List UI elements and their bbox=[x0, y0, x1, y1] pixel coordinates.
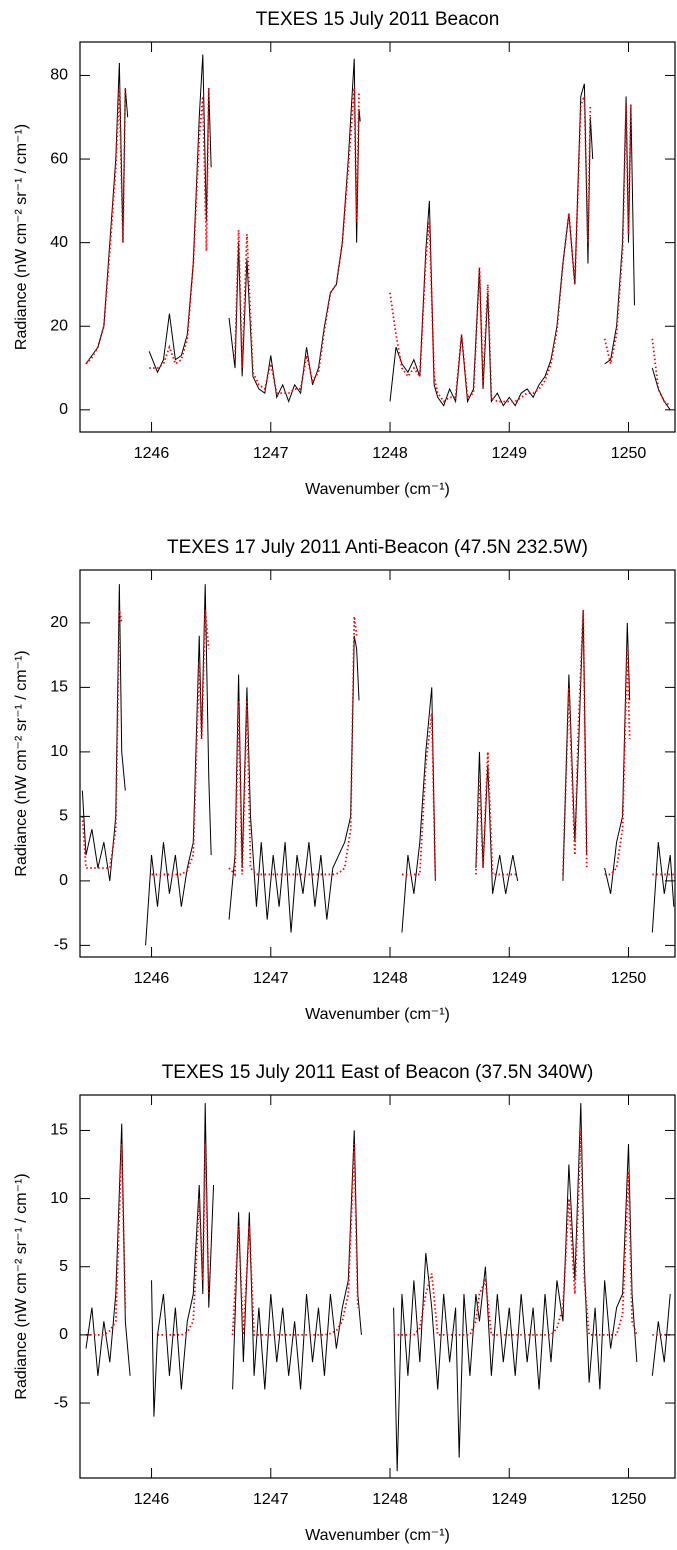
y-tick-label: 0 bbox=[59, 872, 68, 889]
x-tick-label: 1249 bbox=[491, 445, 527, 462]
data-line bbox=[81, 609, 674, 877]
panel: TEXES 15 July 2011 Beacon Wavenumber (cm⁻… bbox=[13, 9, 676, 498]
x-tick-label: 1246 bbox=[134, 445, 170, 462]
x-tick-label: 1250 bbox=[611, 970, 647, 987]
y-axis-label: Radiance (nW cm⁻² sr⁻¹ / cm⁻¹) bbox=[13, 124, 30, 350]
y-tick-label: 20 bbox=[50, 614, 68, 631]
y-tick-label: 60 bbox=[50, 150, 68, 167]
x-tick-label: 1250 bbox=[611, 445, 647, 462]
y-axis-label: Radiance (nW cm⁻² sr⁻¹ / cm⁻¹) bbox=[13, 650, 30, 876]
y-tick-label: 40 bbox=[50, 234, 68, 251]
y-tick-label: 20 bbox=[50, 317, 68, 334]
data-line bbox=[85, 87, 671, 407]
x-tick-label: 1250 bbox=[611, 1491, 647, 1508]
chart-title: TEXES 15 July 2011 Beacon bbox=[256, 9, 500, 30]
x-tick-label: 1249 bbox=[491, 1491, 527, 1508]
y-tick-label: 0 bbox=[59, 1326, 68, 1343]
y-tick-label: 10 bbox=[50, 743, 68, 760]
x-axis-label: Wavenumber (cm⁻¹) bbox=[305, 481, 450, 498]
panel: TEXES 17 July 2011 Anti-Beacon (47.5N 23… bbox=[13, 537, 676, 1023]
panel: TEXES 15 July 2011 East of Beacon (37.5N… bbox=[13, 1062, 676, 1544]
plot-frame bbox=[79, 569, 676, 958]
x-tick-label: 1247 bbox=[253, 1491, 289, 1508]
y-tick-label: 15 bbox=[50, 1122, 68, 1139]
x-tick-label: 1247 bbox=[253, 970, 289, 987]
data-line bbox=[81, 584, 675, 946]
chart-title: TEXES 15 July 2011 East of Beacon (37.5N… bbox=[162, 1062, 594, 1083]
data-line bbox=[85, 1103, 671, 1472]
chart-title: TEXES 17 July 2011 Anti-Beacon (47.5N 23… bbox=[167, 537, 588, 558]
y-tick-label: 5 bbox=[59, 1258, 68, 1275]
y-axis-label: Radiance (nW cm⁻² sr⁻¹ / cm⁻¹) bbox=[13, 1173, 30, 1399]
x-tick-label: 1248 bbox=[372, 445, 408, 462]
x-tick-label: 1248 bbox=[372, 970, 408, 987]
x-tick-label: 1246 bbox=[134, 970, 170, 987]
plot-frame bbox=[79, 1094, 676, 1479]
x-axis-label: Wavenumber (cm⁻¹) bbox=[305, 1527, 450, 1544]
x-tick-label: 1249 bbox=[491, 970, 527, 987]
y-tick-label: 15 bbox=[50, 679, 68, 696]
data-line bbox=[85, 54, 671, 411]
plot-frame bbox=[79, 41, 676, 433]
x-axis-label: Wavenumber (cm⁻¹) bbox=[305, 1006, 450, 1023]
y-tick-label: -5 bbox=[54, 1394, 68, 1411]
y-tick-label: 80 bbox=[50, 67, 68, 84]
x-tick-label: 1247 bbox=[253, 445, 289, 462]
y-tick-label: 0 bbox=[59, 401, 68, 418]
data-line bbox=[85, 1130, 671, 1336]
y-tick-label: -5 bbox=[54, 937, 68, 954]
y-tick-label: 5 bbox=[59, 808, 68, 825]
x-tick-label: 1248 bbox=[372, 1491, 408, 1508]
y-tick-label: 10 bbox=[50, 1190, 68, 1207]
x-tick-label: 1246 bbox=[134, 1491, 170, 1508]
